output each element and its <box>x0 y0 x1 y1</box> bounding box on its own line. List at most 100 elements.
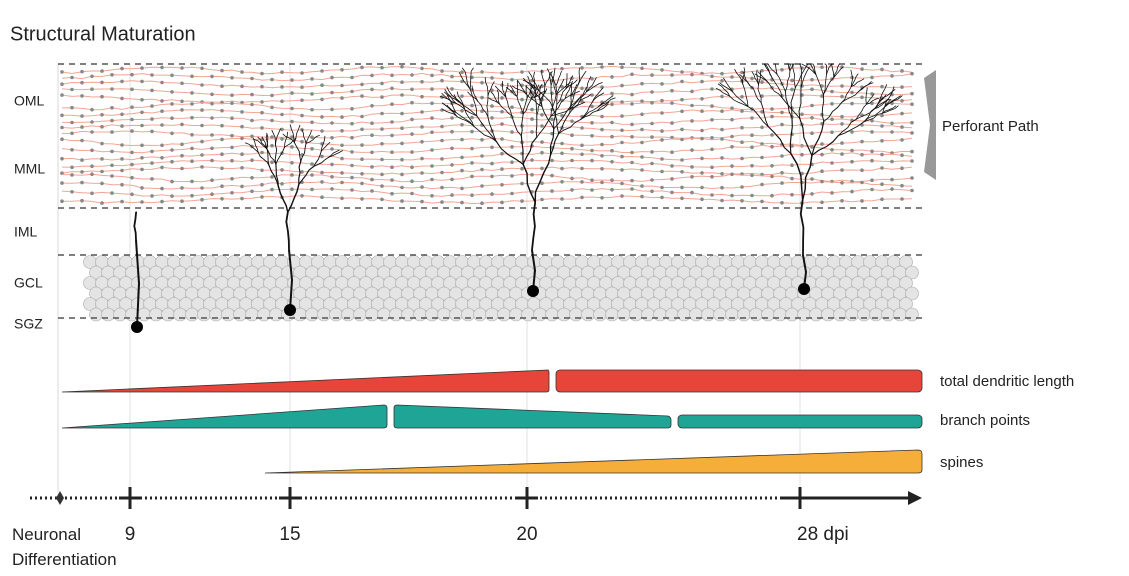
bouton <box>360 65 364 70</box>
bouton <box>670 135 674 140</box>
bouton <box>840 114 844 119</box>
bouton <box>340 171 344 175</box>
bouton <box>140 143 144 148</box>
dendrite <box>536 99 541 116</box>
bouton <box>270 135 274 139</box>
bouton <box>820 169 824 173</box>
bouton <box>120 157 124 161</box>
bouton <box>290 78 294 82</box>
granule-cell <box>905 265 919 280</box>
bouton <box>670 150 674 154</box>
bouton <box>70 131 74 136</box>
bouton <box>710 165 714 170</box>
dendrite <box>757 71 770 84</box>
bouton <box>700 128 704 133</box>
bouton <box>150 88 154 93</box>
granule-cell <box>113 307 127 322</box>
bouton <box>870 75 874 80</box>
bouton <box>70 148 74 152</box>
dendrite <box>767 63 778 75</box>
bouton <box>390 165 394 169</box>
dendrite <box>274 128 281 146</box>
bouton <box>580 180 584 184</box>
dendrite <box>555 71 562 87</box>
dendrite <box>285 211 290 251</box>
bouton <box>460 137 464 142</box>
bouton <box>640 140 644 145</box>
dendrite <box>758 70 761 85</box>
bouton <box>380 95 384 99</box>
axon <box>61 195 913 205</box>
bouton <box>170 102 174 106</box>
bouton <box>760 125 764 130</box>
bouton <box>450 177 454 182</box>
granule-cell <box>737 307 751 322</box>
bouton <box>210 116 214 120</box>
granule-cell <box>485 307 499 322</box>
bouton <box>540 113 544 117</box>
bouton <box>420 66 424 71</box>
bouton <box>200 139 204 144</box>
bouton <box>400 64 404 69</box>
bouton <box>210 158 214 163</box>
dendrite <box>865 93 875 105</box>
bouton <box>280 99 284 104</box>
dendrite <box>732 91 749 107</box>
bouton <box>230 133 234 138</box>
bouton <box>790 192 794 197</box>
bouton <box>500 96 504 100</box>
bouton <box>770 144 774 149</box>
dendrite <box>464 107 475 127</box>
dendrite <box>274 144 278 165</box>
granule-cell <box>509 307 523 322</box>
bouton <box>320 195 324 199</box>
dendrite <box>570 85 579 107</box>
granule-cell <box>305 307 319 322</box>
bouton <box>760 155 764 160</box>
bouton <box>390 120 394 124</box>
bouton <box>780 181 784 185</box>
dendrite <box>535 114 538 138</box>
bouton <box>340 180 344 185</box>
bouton <box>160 186 164 191</box>
granule-cell <box>329 307 343 322</box>
bouton <box>520 166 524 171</box>
dendrite <box>882 105 897 114</box>
dendrite <box>555 82 571 96</box>
bouton <box>130 129 134 133</box>
dendrite <box>850 69 854 87</box>
bouton <box>640 66 644 71</box>
bouton <box>120 79 124 84</box>
bouton <box>550 173 554 178</box>
dendrite <box>570 83 578 97</box>
granule-cell <box>653 307 667 322</box>
bouton <box>710 175 714 179</box>
bouton <box>460 79 464 84</box>
bouton <box>800 112 804 117</box>
bouton <box>330 90 334 95</box>
bouton <box>220 123 224 128</box>
granule-cell <box>149 307 163 322</box>
bouton <box>170 159 174 164</box>
dendrite <box>505 87 518 97</box>
bouton <box>640 194 644 199</box>
bouton <box>890 130 894 134</box>
dendrite <box>747 106 769 128</box>
bouton <box>370 165 374 169</box>
bouton <box>660 98 664 103</box>
bouton <box>690 190 694 195</box>
bouton <box>120 96 124 101</box>
dendrite <box>476 115 497 142</box>
bouton <box>260 168 264 173</box>
bouton <box>180 142 184 147</box>
bouton <box>720 79 724 83</box>
dendrite <box>556 88 567 105</box>
bouton <box>190 102 194 106</box>
bouton <box>100 80 104 85</box>
bouton <box>180 199 184 203</box>
bouton <box>240 136 244 141</box>
bouton <box>260 110 264 115</box>
dendrite <box>487 81 495 97</box>
bouton <box>80 138 84 143</box>
bouton <box>680 196 684 201</box>
